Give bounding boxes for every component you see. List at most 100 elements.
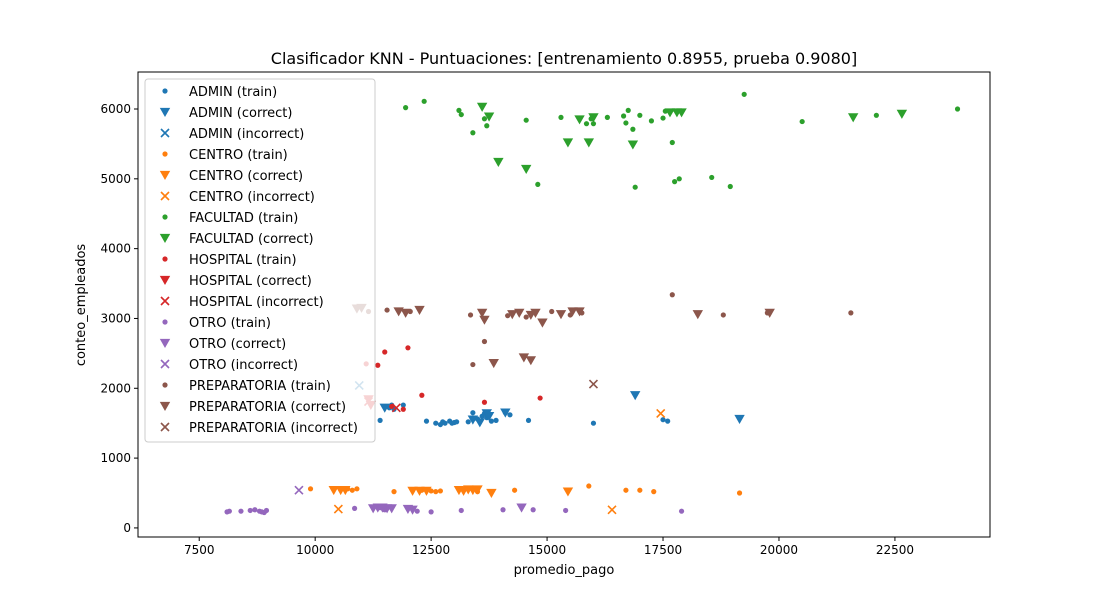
data-point	[574, 307, 585, 317]
data-point	[562, 487, 574, 497]
data-point	[562, 138, 574, 148]
data-point	[458, 507, 464, 514]
data-point	[514, 308, 525, 318]
data-point	[470, 410, 476, 416]
data-point	[734, 414, 745, 424]
data-point	[421, 486, 432, 496]
data-point	[400, 406, 406, 412]
legend-entry: OTRO (train)	[189, 316, 271, 331]
legend-entry: HOSPITAL (correct)	[189, 274, 312, 289]
plot-area	[224, 91, 961, 516]
legend-marker	[160, 422, 170, 432]
y-tick-label: 5000	[100, 172, 131, 186]
data-point	[523, 117, 529, 123]
series-admin-correct	[379, 391, 745, 428]
legend-marker	[159, 107, 171, 117]
series-preparatoria-correct	[351, 303, 775, 369]
data-point	[414, 508, 420, 514]
data-point	[247, 507, 253, 514]
x-tick-label: 15000	[528, 543, 566, 557]
data-point	[351, 505, 358, 511]
data-point	[428, 509, 434, 515]
data-point	[590, 121, 597, 127]
data-point	[676, 108, 687, 118]
data-point	[764, 308, 775, 318]
data-point	[620, 113, 627, 119]
data-point	[481, 338, 488, 345]
data-point	[483, 412, 495, 422]
data-point	[407, 505, 418, 515]
data-point	[307, 486, 314, 492]
data-point	[405, 345, 411, 351]
series-centro-incorrect	[333, 408, 666, 515]
data-point	[669, 292, 675, 298]
data-point	[472, 485, 483, 495]
data-point	[488, 418, 495, 424]
data-point	[537, 395, 543, 401]
y-tick-label: 2000	[100, 381, 131, 395]
data-point	[483, 112, 495, 122]
data-point	[414, 486, 425, 496]
x-tick-label: 22500	[876, 543, 914, 557]
legend-entry: PREPARATORIA (train)	[189, 379, 331, 394]
data-point	[525, 417, 532, 424]
data-point	[896, 109, 908, 119]
data-point	[507, 310, 518, 320]
data-point	[333, 504, 343, 514]
data-point	[676, 176, 682, 182]
data-point	[474, 418, 486, 428]
data-point	[470, 130, 476, 136]
data-point	[382, 349, 388, 355]
series-otro-correct	[367, 503, 527, 515]
data-point	[848, 310, 854, 316]
legend-entry: PREPARATORIA (correct)	[189, 400, 346, 415]
data-point	[678, 508, 685, 514]
data-point	[349, 487, 355, 493]
data-point	[433, 420, 439, 426]
data-point	[423, 418, 430, 424]
data-point	[664, 108, 676, 118]
data-point	[521, 164, 532, 174]
data-point	[433, 489, 439, 495]
data-point	[583, 121, 590, 127]
series-centro-train	[307, 483, 743, 496]
data-point	[586, 483, 592, 489]
data-point	[379, 403, 390, 413]
data-point	[607, 505, 617, 515]
legend-entry: FACULTAD (correct)	[189, 232, 314, 247]
data-point	[403, 105, 409, 111]
data-point	[669, 139, 675, 146]
data-point	[623, 120, 629, 126]
data-point	[479, 315, 490, 325]
data-point	[625, 107, 631, 114]
data-point	[588, 113, 599, 123]
data-point	[665, 418, 671, 424]
data-point	[583, 138, 595, 148]
data-point	[637, 112, 643, 118]
data-point	[660, 417, 666, 423]
data-point	[507, 412, 513, 418]
data-point	[518, 353, 530, 363]
data-point	[442, 420, 448, 426]
legend-marker	[162, 382, 168, 388]
legend-entry: OTRO (incorrect)	[189, 358, 298, 373]
data-point	[391, 403, 401, 413]
data-point	[252, 507, 258, 513]
data-point	[437, 488, 443, 494]
data-point	[954, 106, 961, 112]
legend-entry: PREPARATORIA (incorrect)	[189, 421, 358, 436]
data-point	[590, 420, 597, 426]
data-point	[470, 361, 476, 368]
series-facultad-train	[403, 91, 961, 190]
data-point	[467, 312, 474, 318]
data-point	[660, 115, 666, 121]
data-point	[481, 116, 488, 122]
series-preparatoria-incorrect	[588, 379, 599, 389]
legend-marker	[159, 233, 171, 243]
legend-entry: CENTRO (correct)	[189, 169, 303, 184]
data-point	[465, 419, 471, 425]
legend-entry: ADMIN (correct)	[189, 106, 292, 121]
data-point	[493, 417, 499, 424]
x-axis-label: promedio_pago	[514, 563, 615, 578]
legend-marker	[162, 319, 168, 325]
